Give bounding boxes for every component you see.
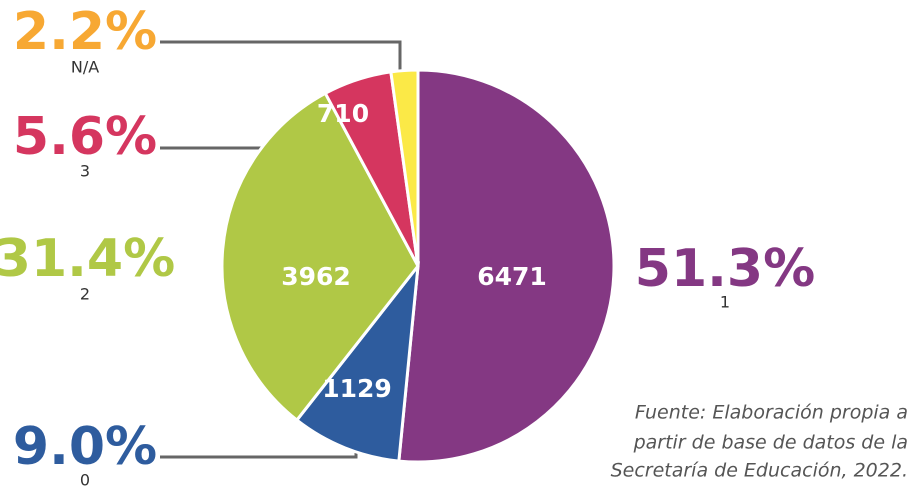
pie-slice xyxy=(397,68,616,464)
source-note: Fuente: Elaboración propia a xyxy=(635,402,908,424)
count-label: 1129 xyxy=(322,374,392,403)
count-label: 6471 xyxy=(477,262,547,291)
pie-slice xyxy=(294,261,420,463)
category-label: 3 xyxy=(80,162,90,181)
category-label: 0 xyxy=(80,471,90,487)
category-label: 1 xyxy=(720,293,730,312)
percent-label: 9.0% xyxy=(13,417,157,477)
count-label: 3962 xyxy=(281,262,351,291)
source-note: partir de base de datos de la xyxy=(633,432,908,454)
source-note: Secretaría de Educación, 2022. xyxy=(611,460,908,482)
pie-slice xyxy=(389,68,420,267)
leader-line xyxy=(160,40,402,80)
percent-label: 5.6% xyxy=(13,107,157,167)
category-label: N/A xyxy=(71,58,99,77)
count-label: 710 xyxy=(317,99,369,128)
percent-label: 2.2% xyxy=(13,2,157,62)
category-label: 2 xyxy=(80,285,90,304)
percent-label: 31.4% xyxy=(0,229,175,289)
percent-label: 51.3% xyxy=(635,239,815,299)
